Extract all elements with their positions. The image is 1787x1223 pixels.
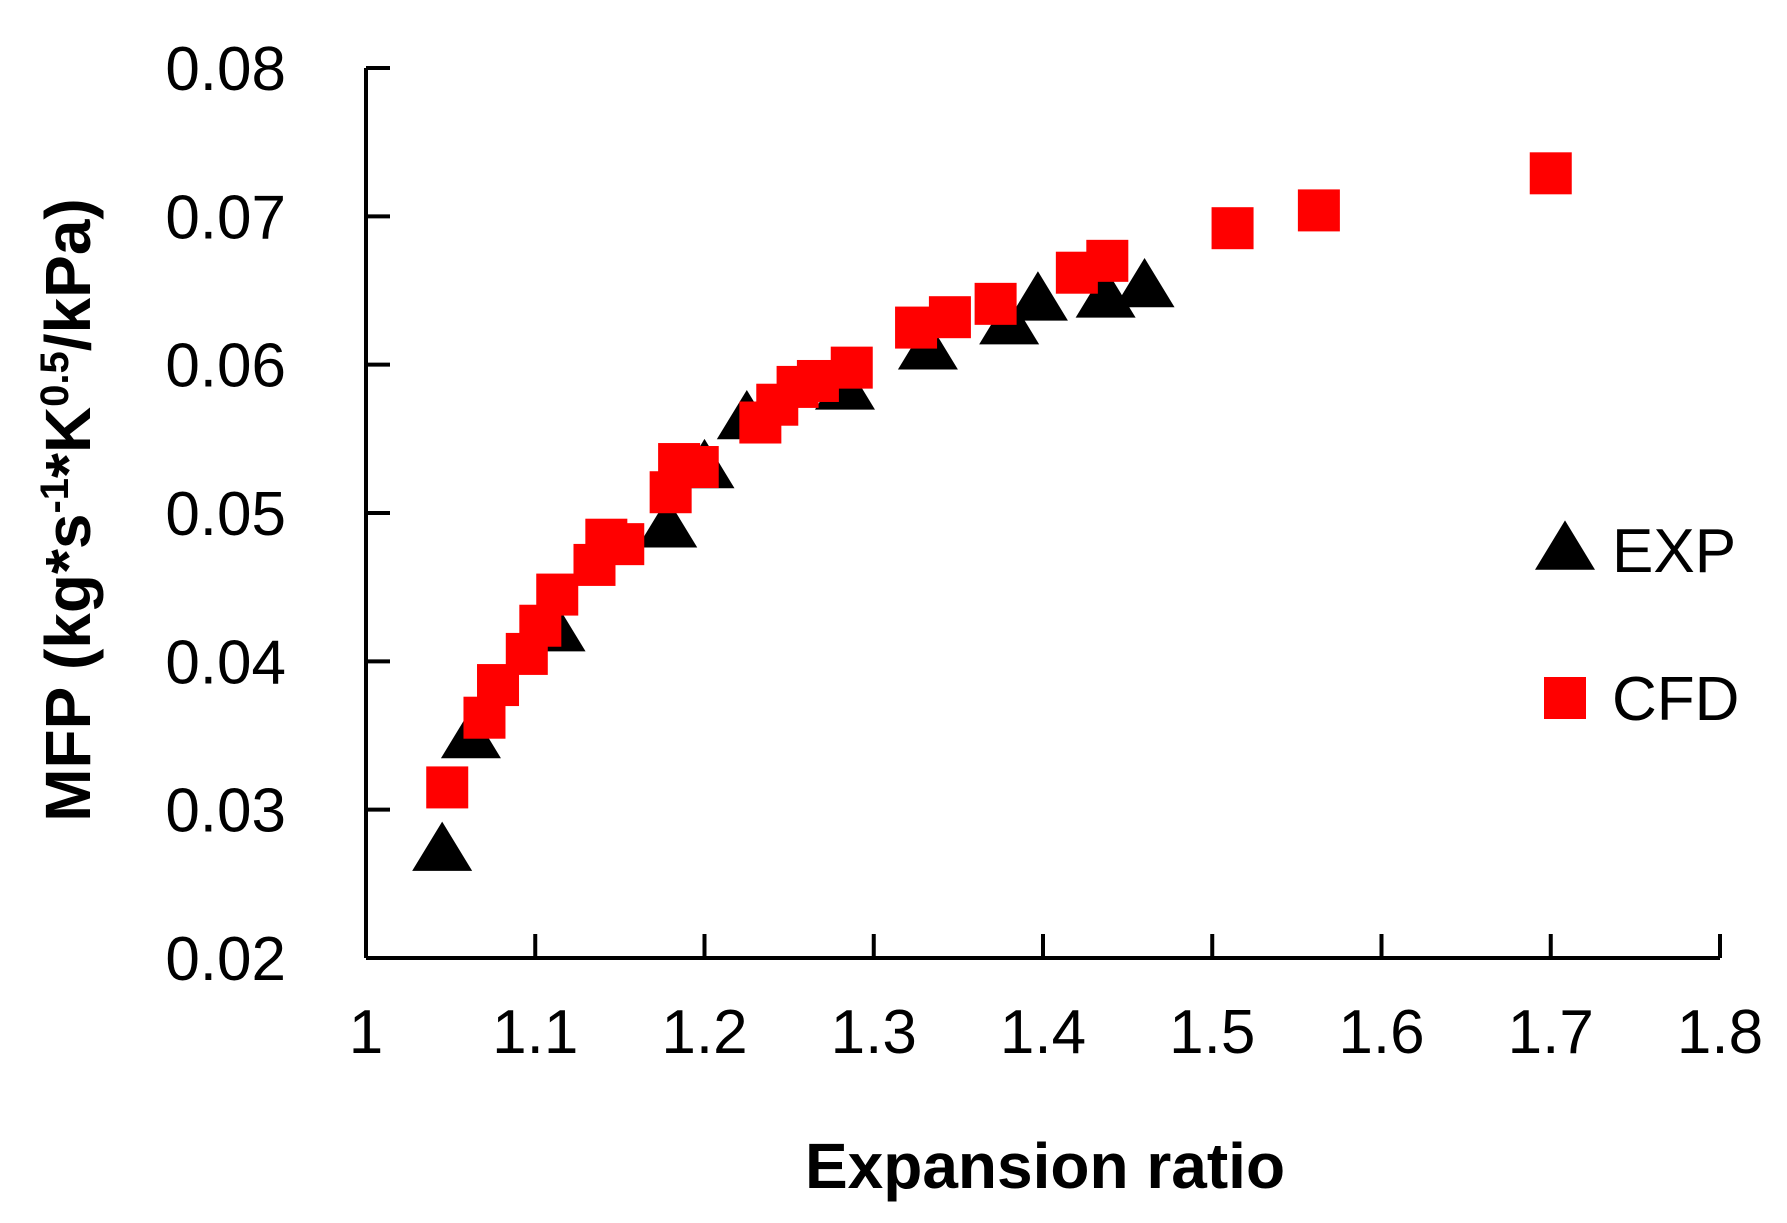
legend: EXP CFD [1535, 517, 1739, 734]
y-axis-title-suffix: /kPa) [32, 198, 104, 351]
x-axis-title: Expansion ratio [805, 1130, 1285, 1202]
y-tick-label: 0.08 [165, 35, 286, 104]
data-points [412, 152, 1572, 871]
axes [364, 68, 1720, 960]
x-ticks: 1 1.1 1.2 1.3 1.4 1.5 1.6 1.7 1.8 [349, 934, 1763, 1067]
y-axis-title: MFP (kg*s-1*K0.5/kPa) [32, 198, 104, 822]
x-tick-label: 1.7 [1508, 998, 1594, 1067]
legend-label-cfd: CFD [1612, 665, 1739, 734]
y-tick-label: 0.03 [165, 777, 286, 846]
y-tick-label: 0.07 [165, 183, 286, 252]
cfd-point [1086, 239, 1129, 282]
y-axis-title-sup1: -1 [33, 478, 77, 514]
x-tick-label: 1.4 [1000, 998, 1086, 1067]
x-tick-label: 1.1 [492, 998, 578, 1067]
y-ticks: 0.02 0.03 0.04 0.05 0.06 0.07 0.08 [165, 35, 390, 994]
cfd-point [676, 446, 719, 489]
y-tick-label: 0.06 [165, 332, 286, 401]
y-axis-title-mid: *K [32, 407, 104, 478]
y-axis-title-sup2: 0.5 [33, 351, 77, 407]
cfd-point [1211, 207, 1254, 250]
exp-point [637, 498, 698, 548]
x-tick-label: 1.2 [661, 998, 747, 1067]
x-tick-label: 1 [349, 998, 383, 1067]
y-tick-label: 0.05 [165, 480, 286, 549]
y-tick-label: 0.02 [165, 925, 286, 994]
cfd-point [1529, 152, 1572, 195]
exp-point [1007, 271, 1068, 321]
legend-exp-marker [1535, 520, 1595, 570]
cfd-point [830, 346, 873, 389]
exp-point [1114, 257, 1175, 308]
cfd-point [602, 523, 645, 566]
cfd-point [1297, 189, 1340, 232]
x-tick-label: 1.8 [1677, 998, 1763, 1067]
exp-point [412, 821, 473, 871]
cfd-point [426, 766, 469, 809]
series-cfd [426, 152, 1572, 809]
cfd-point [974, 282, 1017, 325]
y-tick-label: 0.04 [165, 628, 286, 697]
x-tick-label: 1.6 [1338, 998, 1424, 1067]
y-axis-title-prefix: MFP (kg*s [32, 514, 104, 822]
x-tick-label: 1.3 [831, 998, 917, 1067]
x-tick-label: 1.5 [1169, 998, 1255, 1067]
cfd-point [928, 296, 971, 339]
cfd-point [536, 573, 579, 616]
legend-cfd-marker [1544, 677, 1586, 719]
legend-label-exp: EXP [1612, 517, 1736, 586]
series-exp [412, 257, 1175, 871]
